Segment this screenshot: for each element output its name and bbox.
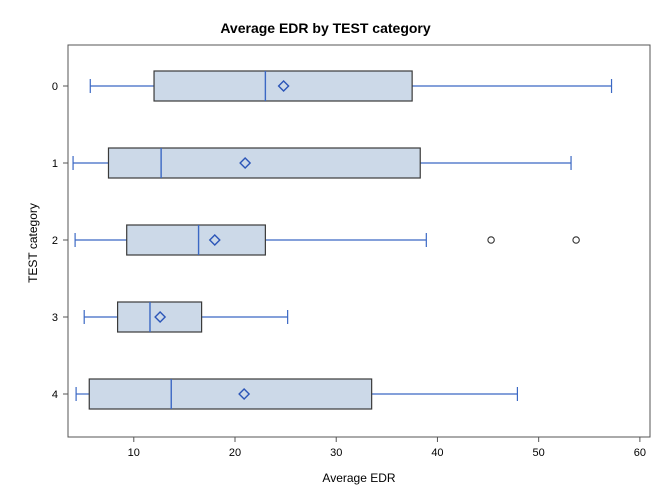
mean-marker [154,311,167,323]
box-iqr [107,147,421,179]
box-3 [83,301,289,333]
box-2 [74,224,580,256]
box-4 [75,378,519,410]
mean-marker [239,157,252,169]
x-tick-label: 60 [634,447,646,459]
chart-marks [72,70,613,410]
y-axis: 0 1 2 3 4 [52,81,68,401]
mean-marker [208,234,221,246]
x-tick-label: 30 [330,447,342,459]
box-0 [89,70,613,102]
outlier-point [487,236,495,244]
y-tick-label: 0 [52,81,58,93]
chart-title: Average EDR by TEST category [220,20,431,36]
outlier-point [572,236,580,244]
x-tick-label: 10 [128,447,140,459]
x-tick-label: 40 [431,447,443,459]
y-tick-label: 4 [52,389,58,401]
x-axis: 10 20 30 40 50 60 [128,437,646,459]
box-iqr [88,378,373,410]
mean-marker [238,388,251,400]
x-axis-label: Average EDR [322,471,396,485]
x-tick-label: 50 [533,447,545,459]
box-iqr [153,70,413,102]
box-iqr [126,224,266,256]
mean-marker [277,80,290,92]
box-iqr [116,301,203,333]
y-axis-label: TEST category [26,203,40,283]
y-tick-label: 1 [52,158,58,170]
y-tick-label: 3 [52,312,58,324]
y-tick-label: 2 [52,235,58,247]
x-tick-label: 20 [229,447,241,459]
box-1 [72,147,572,179]
